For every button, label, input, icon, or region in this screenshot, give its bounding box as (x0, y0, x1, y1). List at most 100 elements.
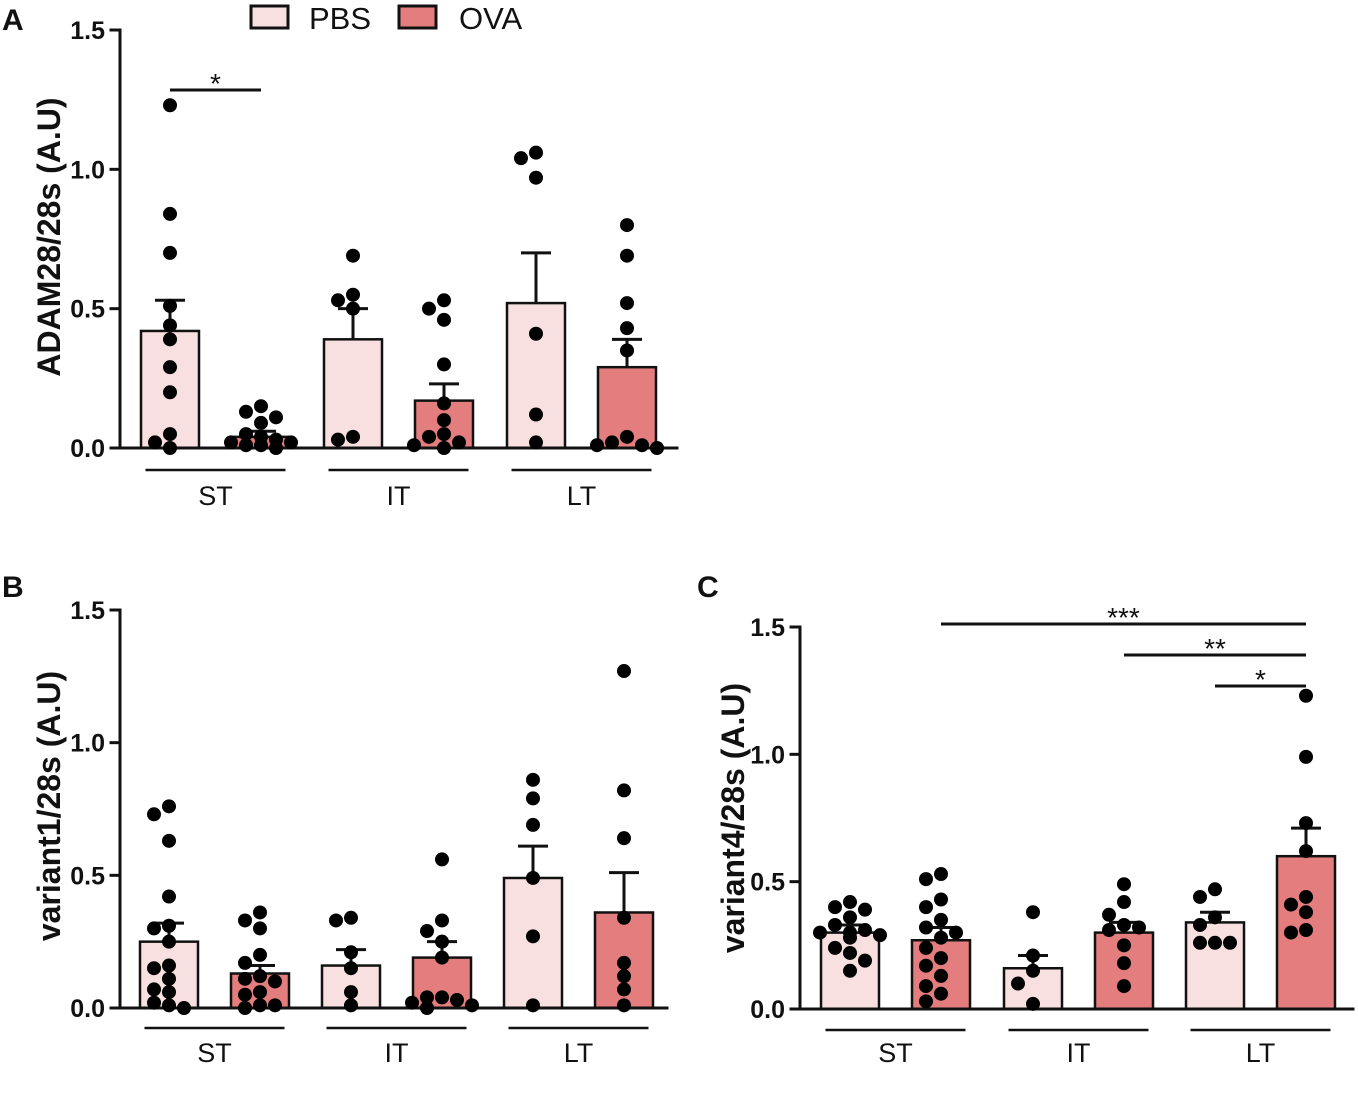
data-point (435, 990, 449, 1005)
data-point (1132, 920, 1146, 935)
data-point (934, 930, 948, 945)
data-point (529, 407, 543, 422)
y-tick-label: 0.0 (70, 435, 105, 463)
data-point (162, 799, 176, 814)
data-point (1102, 907, 1116, 922)
data-point (163, 206, 177, 221)
data-point (163, 98, 177, 113)
panel-letter: C (697, 571, 719, 604)
data-point (452, 435, 466, 450)
data-point (269, 410, 283, 425)
data-point (617, 831, 631, 846)
x-tick-label: IT (387, 481, 411, 511)
data-point (529, 435, 543, 450)
data-point (919, 958, 933, 973)
data-point (254, 438, 268, 453)
data-point (526, 998, 540, 1013)
data-point (162, 971, 176, 986)
x-tick-label: LT (564, 1038, 594, 1068)
data-point (1299, 688, 1313, 703)
y-tick-label: 1.0 (70, 156, 105, 184)
data-point (435, 934, 449, 949)
bar-lt-pbs (1184, 921, 1246, 1011)
legend-label-pbs: PBS (309, 1, 371, 36)
data-point (605, 435, 619, 450)
data-point (435, 913, 449, 928)
data-point (437, 413, 451, 428)
data-point (843, 910, 857, 925)
data-point (435, 950, 449, 965)
data-point (1284, 925, 1298, 940)
data-point (620, 321, 634, 336)
data-point (344, 998, 358, 1013)
data-point (858, 923, 872, 938)
data-point (465, 998, 479, 1013)
data-point (253, 947, 267, 962)
legend-label-ova: OVA (459, 1, 522, 36)
data-point (420, 990, 434, 1005)
data-point (1117, 877, 1131, 892)
data-point (435, 852, 449, 867)
data-point (1299, 749, 1313, 764)
y-axis-label: variant1/28s (A.U) (31, 671, 67, 941)
data-point (843, 945, 857, 960)
data-point (254, 399, 268, 414)
data-point (163, 298, 177, 313)
significance-label: ** (1204, 633, 1226, 664)
data-point (620, 343, 634, 358)
data-point (147, 921, 161, 936)
data-point (162, 998, 176, 1013)
data-point (1117, 895, 1131, 910)
data-point (1284, 897, 1298, 912)
data-point (239, 427, 253, 442)
legend-item-pbs: PBS (249, 1, 371, 36)
data-point (437, 312, 451, 327)
data-point (934, 951, 948, 966)
y-tick-label: 1.0 (750, 741, 785, 769)
data-point (650, 441, 664, 455)
data-point (177, 1001, 191, 1015)
data-point (344, 985, 358, 1000)
x-tick-label: LT (567, 481, 597, 511)
data-point (919, 940, 933, 955)
data-point (344, 945, 358, 960)
data-point (617, 910, 631, 925)
data-point (420, 1001, 434, 1015)
data-point (813, 925, 827, 940)
y-tick-label: 0.5 (750, 869, 785, 897)
y-tick-label: 1.5 (750, 614, 785, 642)
data-point (163, 318, 177, 333)
data-point (344, 910, 358, 925)
data-point (162, 833, 176, 848)
data-point (253, 905, 267, 920)
data-point (238, 913, 252, 928)
data-point (1208, 910, 1222, 925)
y-tick-label: 1.0 (70, 730, 105, 758)
data-point (162, 958, 176, 973)
data-point (526, 929, 540, 944)
data-point (331, 432, 345, 447)
data-point (843, 895, 857, 910)
x-tick-label: ST (198, 481, 233, 511)
data-point (148, 435, 162, 450)
data-point (617, 955, 631, 970)
data-point (163, 441, 177, 455)
data-point (934, 986, 948, 1001)
data-point (590, 438, 604, 453)
data-point (919, 994, 933, 1009)
data-point (934, 892, 948, 907)
data-point (828, 900, 842, 915)
y-tick-label: 0.0 (750, 996, 785, 1024)
data-point (1208, 935, 1222, 950)
legend-swatch-pbs (249, 4, 290, 30)
data-point (1117, 938, 1131, 953)
data-point (529, 170, 543, 185)
data-point (163, 360, 177, 375)
data-point (843, 930, 857, 945)
data-point (253, 921, 267, 936)
data-point (407, 438, 421, 453)
data-point (346, 301, 360, 316)
panel-letter: A (2, 4, 24, 37)
y-tick-label: 1.5 (70, 17, 105, 45)
data-point (284, 435, 298, 450)
